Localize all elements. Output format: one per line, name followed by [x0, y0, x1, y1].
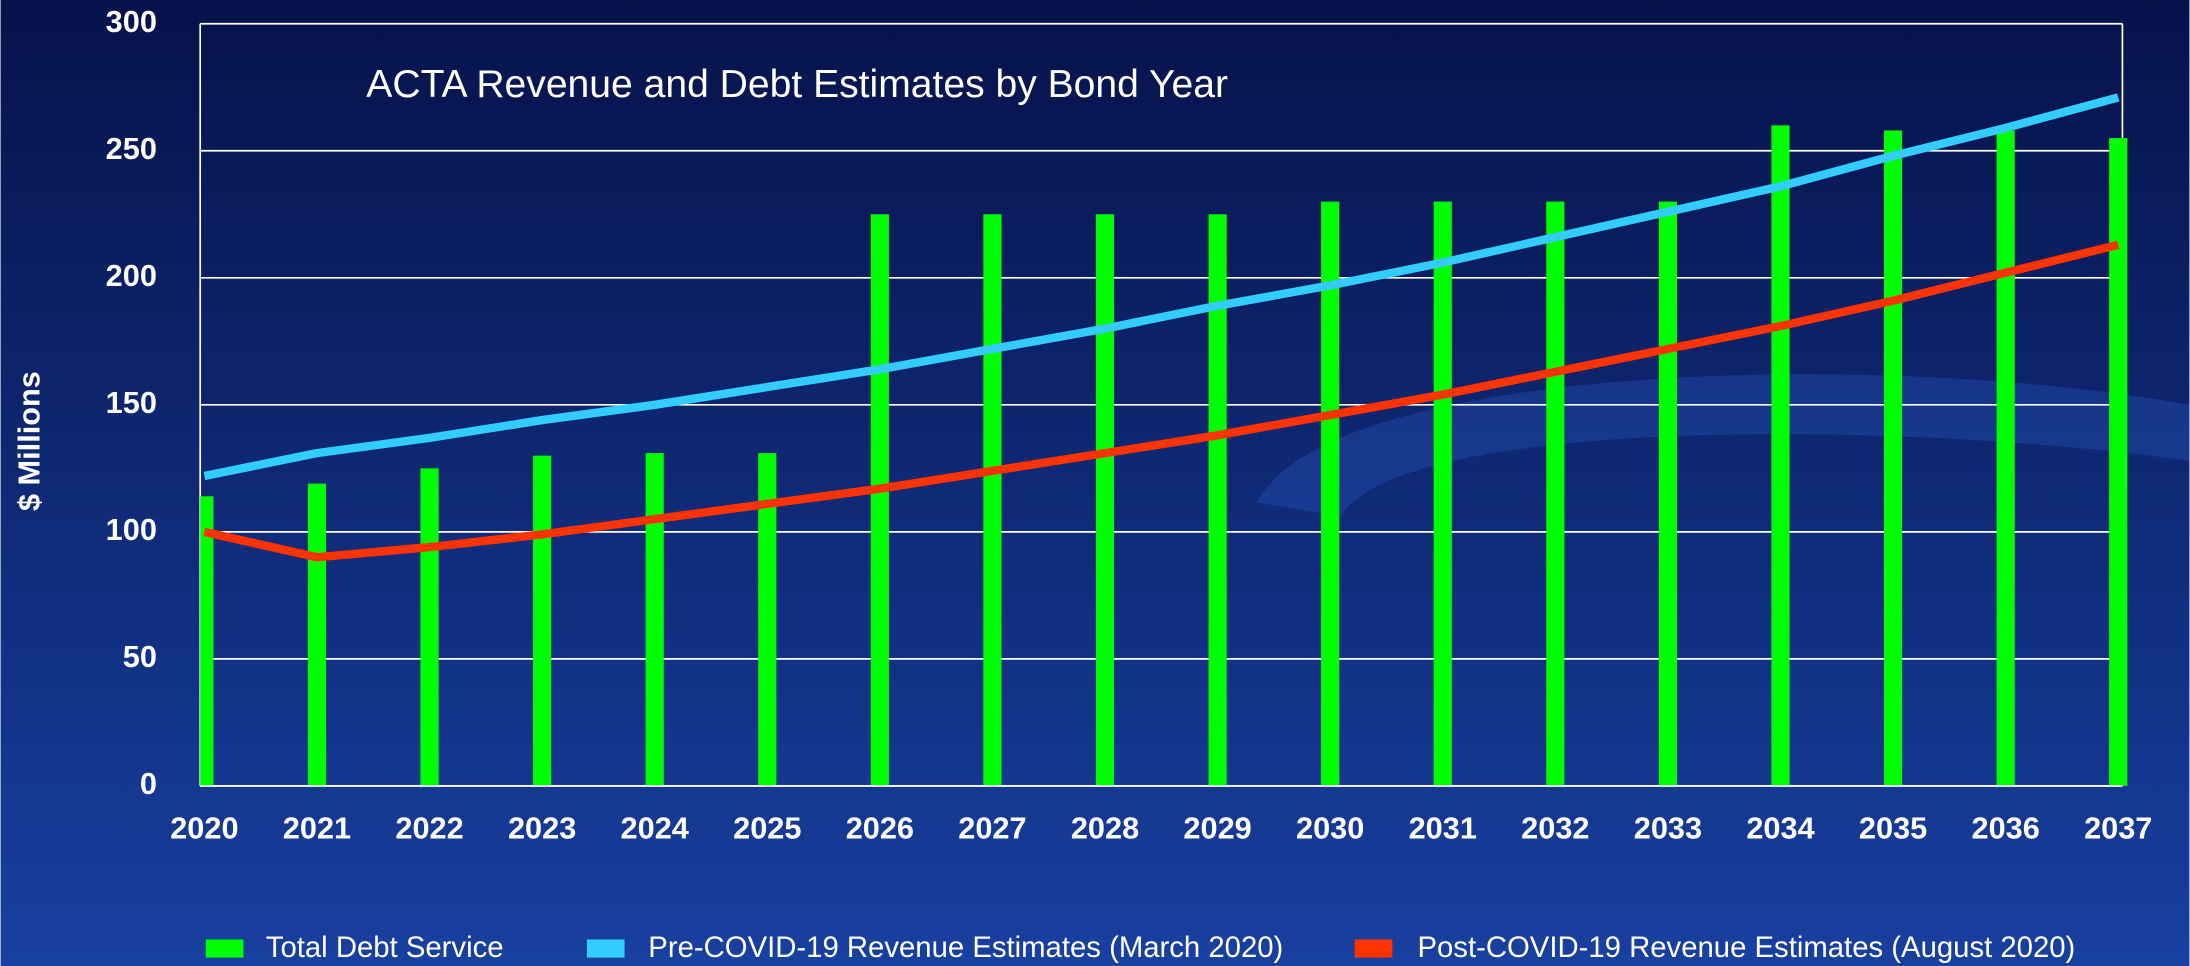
bar [1208, 214, 1227, 786]
bar [983, 214, 1002, 786]
x-tick-label: 2032 [1521, 811, 1589, 846]
bar [645, 453, 664, 786]
x-tick-label: 2035 [1859, 811, 1927, 846]
x-tick-label: 2020 [170, 811, 238, 846]
decoration [1256, 374, 2190, 517]
bar [1095, 214, 1115, 786]
x-tick-label: 2037 [2084, 811, 2152, 846]
bar [1546, 201, 1565, 786]
bar [1771, 125, 1790, 786]
bar [1996, 130, 2015, 786]
x-tick-label: 2033 [1634, 811, 1702, 846]
bar [1658, 201, 1677, 786]
bar [200, 496, 214, 786]
y-tick-label: 0 [140, 766, 157, 801]
bar [1884, 130, 1903, 786]
x-tick-label: 2021 [283, 811, 351, 846]
x-tick-label: 2023 [508, 811, 576, 846]
series-layer [200, 93, 2128, 786]
x-tick-label: 2027 [958, 811, 1026, 846]
x-tick-label: 2034 [1746, 811, 1814, 846]
x-tick-label: 2031 [1409, 811, 1477, 846]
bar [533, 455, 552, 786]
legend: Total Debt Service Pre-COVID-19 Revenue E… [205, 931, 2075, 964]
x-tick-label: 2024 [621, 811, 689, 846]
x-tick-label: 2028 [1071, 811, 1139, 846]
bar [307, 483, 327, 786]
bar [2109, 138, 2128, 786]
legend-label: Post-COVID-19 Revenue Estimates (August … [1417, 931, 2075, 964]
legend-swatch [1354, 939, 1393, 958]
x-tick-label: 2030 [1296, 811, 1364, 846]
bar [758, 453, 777, 786]
y-axis-label: $ Millions [11, 371, 46, 511]
x-tick-label: 2036 [1971, 811, 2039, 846]
y-tick-label: 100 [106, 512, 157, 547]
line [203, 240, 2120, 562]
bar [1321, 201, 1340, 786]
y-tick-label: 50 [123, 639, 157, 674]
legend-swatch [205, 939, 244, 958]
legend-label: Total Debt Service [266, 931, 504, 964]
bar [420, 468, 439, 786]
x-tick-label: 2029 [1183, 811, 1251, 846]
line [203, 93, 2120, 481]
x-tick-label: 2022 [395, 811, 463, 846]
bar [1433, 201, 1452, 786]
x-tick-label: 2025 [733, 811, 801, 846]
y-tick-label: 250 [106, 131, 157, 166]
plot-area: 0 50 100 150 200 250 300 2020 2021 2022 2023 2024 20… [106, 4, 2153, 846]
legend-label: Pre-COVID-19 Revenue Estimates (March 20… [648, 931, 1283, 964]
chart-title: ACTA Revenue and Debt Estimates by Bond … [366, 63, 1228, 106]
legend-swatch [586, 939, 625, 958]
y-tick-label: 200 [106, 258, 157, 293]
x-tick-label: 2026 [846, 811, 914, 846]
y-tick-label: 300 [106, 4, 157, 39]
bar [870, 214, 889, 786]
y-tick-label: 150 [106, 385, 157, 420]
